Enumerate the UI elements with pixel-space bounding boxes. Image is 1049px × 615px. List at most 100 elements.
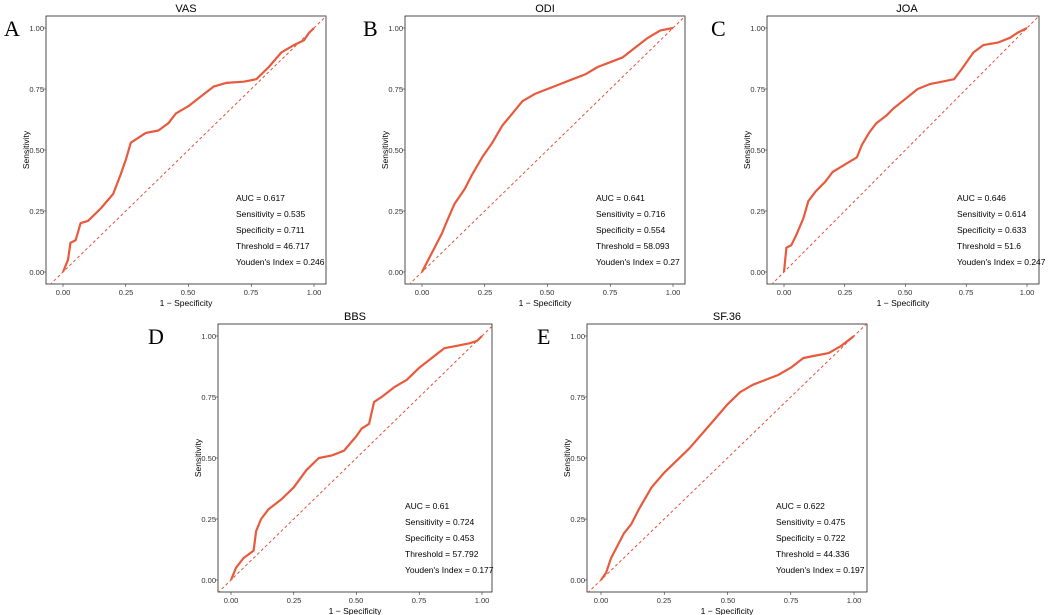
plot-area: [218, 325, 492, 592]
sensitivity-text: Sensitivity = 0.475: [776, 517, 845, 527]
panel-title: BBS: [344, 311, 366, 323]
panel-a: A VAS 0.00 0.25 0.50 0.75 1.00 0.00 0.25…: [4, 3, 327, 308]
y-tick-label: 0.00: [29, 268, 44, 277]
y-tick-label: 0.50: [29, 146, 44, 155]
y-tick-label: 0.00: [570, 576, 585, 585]
reference-diagonal: [218, 325, 492, 592]
x-tick-label: 0.00: [224, 596, 239, 605]
y-tick-label: 0.25: [201, 515, 216, 524]
reference-diagonal: [771, 16, 1039, 284]
x-axis-label: 1 − Specificity: [877, 298, 930, 308]
y-tick-label: 0.25: [388, 207, 403, 216]
panel-label: C: [711, 16, 726, 41]
panel-b: B ODI 0.00 0.25 0.50 0.75 1.00 0.00 0.25…: [363, 3, 686, 308]
plot-area: [587, 324, 867, 592]
panel-title: VAS: [175, 3, 196, 15]
y-tick-label: 0.50: [388, 146, 403, 155]
threshold-text: Threshold = 51.6: [957, 241, 1021, 251]
reference-diagonal: [49, 16, 326, 284]
panel-title: ODI: [535, 3, 555, 15]
y-axis-label: Sensitivity: [742, 130, 752, 169]
x-tick-label: 0.50: [540, 288, 555, 297]
y-tick-label: 0.50: [750, 146, 765, 155]
x-tick-label: 0.00: [56, 288, 71, 297]
y-tick-label: 0.00: [388, 268, 403, 277]
panel-label: E: [537, 324, 550, 349]
panel-label: B: [363, 16, 378, 41]
y-tick-label: 0.75: [388, 85, 403, 94]
sensitivity-text: Sensitivity = 0.614: [957, 209, 1026, 219]
y-tick-label: 0.75: [570, 393, 585, 402]
x-tick-label: 0.50: [349, 596, 364, 605]
roc-curve: [229, 335, 483, 581]
auc-text: AUC = 0.641: [596, 193, 645, 203]
panel-c: C JOA 0.00 0.25 0.50 0.75 1.00 0.00 0.25…: [711, 3, 1046, 308]
roc-curve: [600, 335, 855, 581]
y-tick-label: 0.25: [750, 207, 765, 216]
y-tick-label: 0.00: [201, 576, 216, 585]
x-tick-label: 0.50: [898, 288, 913, 297]
panel-d: D BBS 0.00 0.25 0.50 0.75 1.00 0.00 0.25…: [148, 311, 494, 615]
threshold-text: Threshold = 57.792: [405, 549, 479, 559]
auc-text: AUC = 0.622: [776, 501, 825, 511]
y-tick-label: 0.25: [570, 515, 585, 524]
x-tick-label: 0.75: [959, 288, 974, 297]
youden-index-text: Youden's Index = 0.177: [405, 565, 494, 575]
auc-text: AUC = 0.61: [405, 501, 449, 511]
x-tick-label: 0.75: [412, 596, 427, 605]
y-tick-label: 1.00: [201, 332, 216, 341]
y-tick-label: 0.50: [570, 454, 585, 463]
x-tick-label: 1.00: [1020, 288, 1035, 297]
youden-index-text: Youden's Index = 0.247: [957, 257, 1046, 267]
reference-diagonal: [408, 16, 685, 284]
auc-text: AUC = 0.617: [236, 193, 285, 203]
y-tick-label: 0.75: [201, 393, 216, 402]
auc-text: AUC = 0.646: [957, 193, 1006, 203]
roc-curve: [61, 27, 315, 273]
panel-e: E SF.36 0.00 0.25 0.50 0.75 1.00 0.00 0.…: [537, 311, 868, 615]
youden-index-text: Youden's Index = 0.27: [596, 257, 680, 267]
sensitivity-text: Sensitivity = 0.535: [236, 209, 305, 219]
x-axis-label: 1 − Specificity: [519, 298, 572, 308]
panel-label: A: [4, 16, 20, 41]
specificity-text: Specificity = 0.554: [596, 225, 665, 235]
x-tick-label: 0.75: [244, 288, 259, 297]
specificity-text: Specificity = 0.711: [236, 225, 305, 235]
y-axis-label: Sensitivity: [21, 130, 31, 169]
x-tick-label: 0.00: [594, 596, 609, 605]
x-tick-label: 0.00: [777, 288, 792, 297]
y-tick-label: 0.75: [750, 85, 765, 94]
x-tick-label: 1.00: [847, 596, 862, 605]
plot-area: [49, 16, 326, 284]
x-tick-label: 1.00: [307, 288, 322, 297]
reference-diagonal: [587, 324, 867, 592]
x-tick-label: 0.75: [603, 288, 618, 297]
threshold-text: Threshold = 58.093: [596, 241, 670, 251]
panel-title: SF.36: [713, 311, 741, 323]
threshold-text: Threshold = 44.336: [776, 549, 850, 559]
y-tick-label: 0.25: [29, 207, 44, 216]
specificity-text: Specificity = 0.722: [776, 533, 845, 543]
x-tick-label: 0.25: [478, 288, 493, 297]
x-axis-label: 1 − Specificity: [160, 298, 213, 308]
specificity-text: Specificity = 0.633: [957, 225, 1026, 235]
sensitivity-text: Sensitivity = 0.716: [596, 209, 665, 219]
x-tick-label: 1.00: [666, 288, 681, 297]
y-tick-label: 0.75: [29, 85, 44, 94]
sensitivity-text: Sensitivity = 0.724: [405, 517, 474, 527]
panel-title: JOA: [896, 3, 918, 15]
specificity-text: Specificity = 0.453: [405, 533, 474, 543]
youden-index-text: Youden's Index = 0.197: [776, 565, 865, 575]
x-tick-label: 0.75: [784, 596, 799, 605]
y-tick-label: 1.00: [29, 24, 44, 33]
y-tick-label: 1.00: [570, 332, 585, 341]
y-tick-label: 0.50: [201, 454, 216, 463]
y-axis-label: Sensitivity: [562, 438, 572, 477]
y-axis-label: Sensitivity: [193, 438, 203, 477]
x-tick-label: 0.25: [657, 596, 672, 605]
y-tick-label: 1.00: [750, 24, 765, 33]
plot-area: [771, 16, 1039, 284]
y-tick-label: 0.00: [750, 268, 765, 277]
x-tick-label: 0.25: [838, 288, 853, 297]
